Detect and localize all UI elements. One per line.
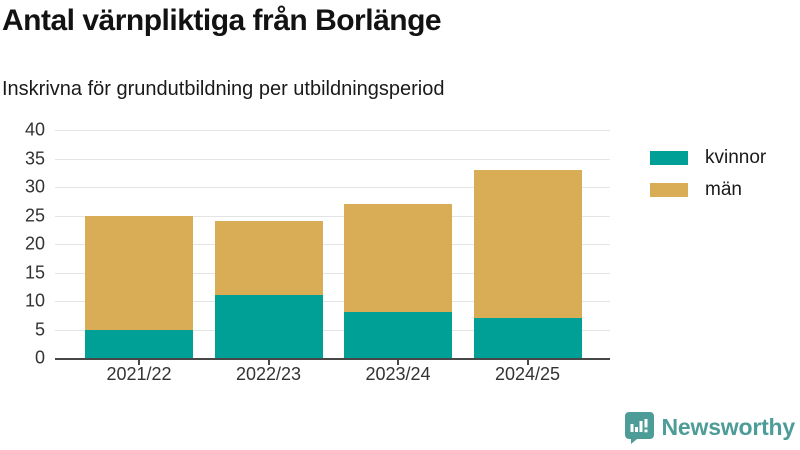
bar-2023-24-män — [344, 204, 452, 313]
y-tick-label: 25 — [24, 205, 45, 225]
gridline-y-40 — [55, 130, 610, 131]
bar-2021-22-män — [85, 215, 193, 330]
gridline-y-35 — [55, 158, 610, 160]
bar-chart-speech-bubble-icon — [624, 411, 655, 444]
x-tick-label: 2021/22 — [106, 364, 172, 384]
bar-2024-25-kvinnor — [473, 318, 582, 358]
x-tick-label: 2024/25 — [494, 364, 561, 384]
y-axis-labels: 0 5 10 15 20 25 30 35 40 — [0, 120, 45, 368]
x-tick — [267, 360, 270, 365]
y-tick-label: 35 — [24, 148, 45, 168]
bar-2023-24-kvinnor — [344, 312, 452, 358]
y-tick-label: 5 — [34, 319, 45, 339]
x-axis-line — [55, 358, 610, 360]
legend-label: män — [705, 179, 742, 200]
legend-item-män: män — [650, 180, 766, 199]
x-tick-label: 2022/23 — [235, 364, 302, 384]
y-tick-label: 40 — [24, 119, 45, 140]
legend-label: kvinnor — [705, 147, 767, 168]
y-tick-label: 10 — [24, 290, 45, 311]
x-tick-label: 2023/24 — [365, 364, 431, 384]
brand-footer: Newsworthy — [624, 411, 795, 444]
gridline-y-20 — [55, 244, 610, 245]
brand-name: Newsworthy — [661, 414, 796, 440]
gridline-y-30 — [55, 187, 610, 188]
y-tick-label: 30 — [24, 176, 45, 197]
legend: kvinnor män — [650, 148, 766, 199]
gridline-y-25 — [55, 215, 610, 217]
bar-2024-25-män — [473, 169, 582, 319]
legend-swatch-icon — [650, 150, 688, 165]
gridline-y-10 — [55, 301, 610, 302]
x-tick — [138, 360, 140, 365]
chart-subtitle: Inskrivna för grundutbildning per utbild… — [2, 78, 445, 100]
bar-2022-23-kvinnor — [214, 295, 323, 358]
page-title: Antal värnpliktiga från Borlänge — [2, 4, 442, 37]
y-tick-label: 20 — [24, 233, 45, 254]
x-tick — [397, 360, 399, 365]
x-tick — [526, 360, 529, 365]
gridline-y-15 — [55, 272, 610, 274]
y-tick-label: 0 — [34, 347, 45, 368]
legend-swatch-icon — [650, 182, 688, 197]
bar-2021-22-kvinnor — [85, 329, 193, 358]
bar-2022-23-män — [214, 221, 323, 296]
plot-area — [55, 130, 610, 365]
y-tick-label: 15 — [24, 262, 45, 282]
legend-item-kvinnor: kvinnor — [650, 148, 766, 167]
gridline-y-5 — [55, 329, 610, 331]
